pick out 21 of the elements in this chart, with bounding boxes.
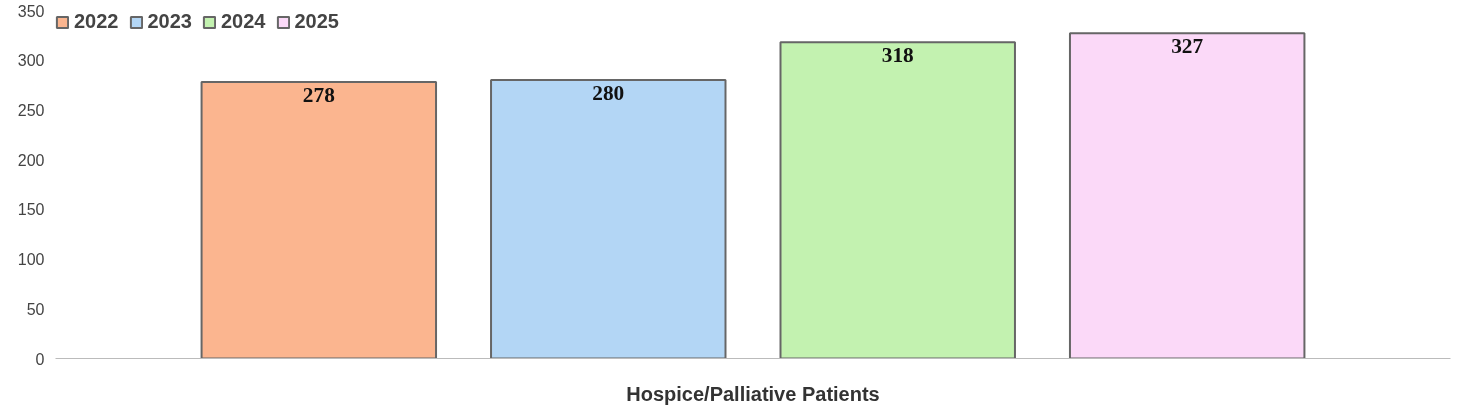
y-tick-label: 350 [17, 2, 45, 20]
bar [490, 79, 727, 359]
data-label: 327 [1171, 34, 1204, 59]
y-tick-label: 0 [35, 350, 45, 368]
legend-label: 2022 [74, 10, 119, 33]
data-label: 280 [592, 81, 625, 106]
y-tick-label: 300 [17, 52, 45, 70]
y-tick-label: 100 [17, 251, 45, 269]
y-tick-label: 250 [17, 101, 45, 119]
legend-label: 2024 [221, 10, 266, 33]
x-tick-label: Hospice/Palliative Patients [626, 382, 880, 405]
data-label: 318 [881, 43, 914, 68]
legend-label: 2023 [147, 10, 192, 33]
bar [779, 41, 1016, 359]
bar [200, 81, 438, 359]
bar [1068, 32, 1306, 359]
y-tick-label: 150 [17, 201, 45, 219]
y-tick-label: 50 [26, 300, 45, 318]
data-label: 278 [302, 83, 335, 108]
legend-label: 2025 [294, 10, 339, 33]
y-tick-label: 200 [17, 151, 45, 169]
